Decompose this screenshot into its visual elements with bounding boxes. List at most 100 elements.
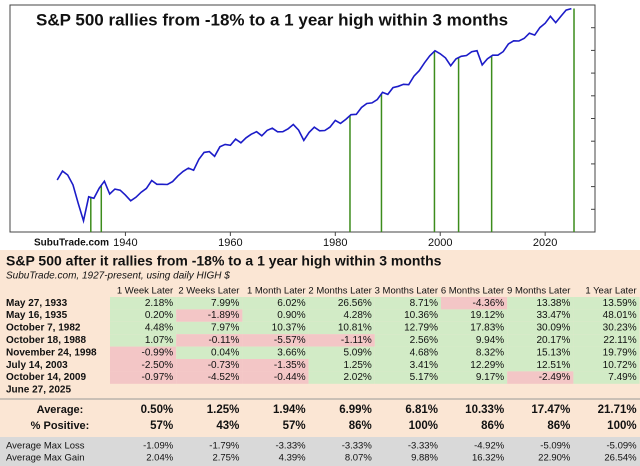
cell-value: 10.37%: [272, 323, 306, 334]
cell-value: 19.79%: [603, 347, 637, 358]
cell-background: [176, 371, 243, 384]
cell-value: -0.73%: [208, 360, 240, 371]
x-tick-label: 1960: [218, 237, 242, 249]
summary-value: 43%: [216, 420, 239, 432]
cell-background: [441, 309, 508, 322]
cell-background: [176, 309, 243, 322]
row-date: October 18, 1988: [6, 335, 86, 346]
cell-value: -4.52%: [208, 372, 240, 383]
row-date: November 24, 1998: [6, 347, 97, 358]
price-line: [56, 7, 572, 224]
cell-background: [176, 334, 243, 347]
cell-background: [374, 297, 441, 310]
cell-background: [110, 334, 177, 347]
cell-background: [374, 359, 441, 372]
cell-background: [308, 371, 375, 384]
cell-value: 2.56%: [410, 335, 438, 346]
cell-background: [507, 297, 574, 310]
summary-value: 0.50%: [141, 404, 174, 416]
cell-background: [242, 359, 309, 372]
cell-value: -1.11%: [341, 335, 372, 346]
cell-value: 0.90%: [277, 310, 305, 321]
row-date: May 27, 1933: [6, 298, 68, 309]
cell-background: [242, 346, 309, 359]
summary-value: 10.33%: [465, 404, 504, 416]
summary-value: 57%: [283, 420, 306, 432]
summary-value: 86%: [481, 420, 504, 432]
cell-background: [110, 297, 177, 310]
cell-background: [507, 321, 574, 335]
cell-value: 7.97%: [211, 323, 239, 334]
cell-value: -0.97%: [142, 372, 174, 383]
stats-value: -1.79%: [209, 441, 240, 452]
watermark: SubuTrade.com: [34, 238, 109, 249]
column-header: 9 Months Later: [507, 286, 570, 297]
table-title: S&P 500 after it rallies from -18% to a …: [6, 253, 442, 269]
table-subtitle: SubuTrade.com, 1927-present, using daily…: [6, 271, 230, 282]
cell-background: [374, 334, 441, 347]
cell-value: 26.56%: [338, 298, 372, 309]
stats-label: Average Max Loss: [6, 441, 85, 452]
chart-title: S&P 500 rallies from -18% to a 1 year hi…: [36, 10, 508, 29]
summary-label: Average:: [37, 404, 84, 416]
cell-background: [441, 359, 508, 372]
cell-value: -0.44%: [274, 372, 306, 383]
cell-value: 10.36%: [404, 310, 438, 321]
cell-value: 3.41%: [410, 360, 438, 371]
stats-value: -5.09%: [540, 441, 571, 452]
stats-value: 2.75%: [212, 453, 239, 464]
cell-value: 13.38%: [536, 298, 570, 309]
cell-value: 10.81%: [338, 323, 372, 334]
stats-value: 8.07%: [345, 453, 372, 464]
cell-value: -2.50%: [142, 360, 174, 371]
cell-background: [308, 334, 375, 347]
cell-background: [176, 321, 243, 335]
cell-value: 8.71%: [410, 298, 438, 309]
summary-value: 1.94%: [273, 404, 306, 416]
cell-value: 2.02%: [343, 372, 371, 383]
cell-value: 15.13%: [536, 347, 570, 358]
cell-background: [374, 321, 441, 335]
cell-background: [176, 297, 243, 310]
summary-value: 17.47%: [531, 404, 570, 416]
column-header: 1 Year Later: [585, 286, 636, 297]
stats-value: -4.92%: [474, 441, 505, 452]
cell-background: [441, 334, 508, 347]
cell-value: 22.11%: [603, 335, 636, 346]
column-header: 2 Months Later: [308, 286, 371, 297]
cell-background: [573, 346, 640, 359]
cell-background: [110, 309, 177, 322]
cell-background: [573, 334, 640, 347]
stats-value: 22.90%: [538, 453, 571, 464]
cell-value: 0.04%: [211, 347, 239, 358]
x-tick-label: 1980: [323, 237, 347, 249]
cell-value: 0.20%: [145, 310, 173, 321]
cell-value: 5.09%: [343, 347, 371, 358]
column-header: 2 Weeks Later: [178, 286, 239, 297]
cell-value: 17.83%: [470, 323, 504, 334]
cell-background: [507, 346, 574, 359]
cell-background: [573, 309, 640, 322]
cell-value: -5.57%: [274, 335, 306, 346]
cell-value: -0.99%: [142, 347, 174, 358]
cell-background: [110, 359, 177, 372]
cell-background: [308, 297, 375, 310]
summary-value: 86%: [547, 420, 570, 432]
cell-background: [573, 371, 640, 384]
column-header: 6 Months Later: [441, 286, 504, 297]
stats-value: 16.32%: [472, 453, 505, 464]
stats-value: -3.33%: [342, 441, 373, 452]
stats-value: 4.39%: [279, 453, 306, 464]
cell-background: [573, 321, 640, 335]
cell-background: [507, 309, 574, 322]
cell-value: -0.11%: [208, 335, 239, 346]
summary-value: 100%: [409, 420, 438, 432]
cell-value: 12.79%: [404, 323, 438, 334]
cell-value: 8.32%: [476, 347, 504, 358]
cell-value: 4.28%: [343, 310, 371, 321]
row-date: May 16, 1935: [6, 310, 68, 321]
cell-value: -1.89%: [208, 310, 240, 321]
summary-value: 1.25%: [207, 404, 240, 416]
summary-label: % Positive:: [31, 420, 90, 432]
